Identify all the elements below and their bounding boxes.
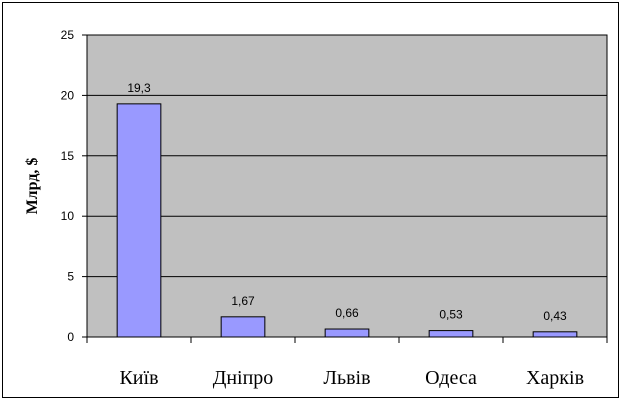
y-tick-label: 15 (61, 149, 75, 163)
bar (428, 330, 474, 338)
x-axis: Київ Дніпро Львів Одеса Харків (86, 336, 608, 389)
y-tick-label: 5 (67, 270, 74, 284)
data-label: 19,3 (127, 81, 151, 95)
x-category-label: Одеса (425, 367, 477, 389)
data-label: 0,66 (335, 306, 359, 320)
plot-area (86, 34, 608, 338)
bar (116, 103, 162, 338)
data-label: 0,53 (439, 308, 463, 322)
data-label: 0,43 (543, 309, 567, 323)
y-axis-title: Млрд, $ (24, 158, 41, 215)
y-tick-label: 0 (67, 330, 74, 344)
y-axis: 0 5 10 15 20 25 (61, 28, 88, 344)
bar (532, 331, 578, 338)
x-category-label: Київ (119, 367, 158, 389)
data-label: 1,67 (231, 294, 255, 308)
y-tick-label: 25 (61, 28, 75, 42)
x-category-label: Дніпро (213, 367, 274, 389)
gridlines (87, 94, 607, 278)
y-tick-label: 10 (61, 209, 75, 223)
data-labels: 19,3 1,67 0,66 0,53 0,43 (127, 81, 567, 323)
y-tick-label: 20 (61, 88, 75, 102)
x-category-label: Харків (526, 367, 584, 389)
x-category-label: Львів (323, 367, 370, 389)
bar (324, 328, 370, 338)
bar (220, 316, 266, 338)
